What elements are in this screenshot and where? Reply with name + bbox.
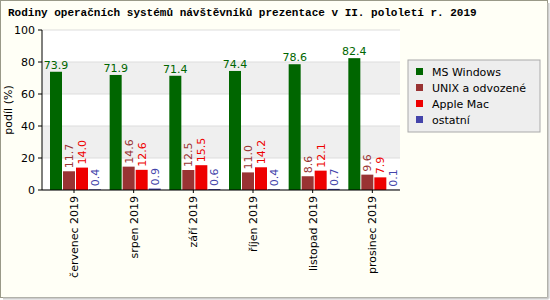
bar: [169, 76, 181, 190]
bar: [255, 167, 267, 190]
x-tick-label: srpen 2019: [128, 196, 141, 258]
data-label: 14.0: [76, 140, 89, 165]
bar: [136, 170, 148, 190]
data-label: 0.1: [387, 169, 400, 187]
bar: [361, 175, 373, 190]
bar: [50, 72, 62, 190]
data-label: 7.9: [374, 157, 387, 175]
shadow: [3, 298, 549, 300]
bar: [348, 58, 360, 190]
bar: [182, 170, 194, 190]
y-tick: [38, 94, 42, 95]
legend-label: MS Windows: [432, 66, 501, 79]
bar: [374, 177, 386, 190]
data-label: 0.9: [149, 168, 162, 186]
grid-line: [42, 94, 400, 95]
y-tick: [38, 158, 42, 159]
data-label: 14.2: [255, 140, 268, 165]
data-label: 73.9: [44, 59, 69, 72]
x-tick-label: září 2019: [187, 196, 200, 248]
grid-line: [42, 158, 400, 159]
data-label: 15.5: [195, 138, 208, 163]
bar: [289, 64, 301, 190]
chart: Rodiny operačních systémů návštěvníků pr…: [0, 0, 550, 300]
x-tick-label: říjen 2019: [247, 196, 260, 252]
bar: [63, 171, 75, 190]
legend-swatch: [416, 68, 423, 75]
data-label: 12.5: [182, 143, 195, 168]
data-label: 78.6: [282, 51, 307, 64]
grid-line: [42, 126, 400, 127]
data-labels: 73.911.714.00.471.914.612.60.971.412.515…: [44, 45, 401, 187]
data-label: 11.0: [242, 145, 255, 170]
grid-band: [42, 126, 400, 158]
data-label: 12.1: [315, 143, 328, 168]
x-axis: [42, 190, 400, 191]
y-tick-label: 60: [21, 88, 35, 101]
grid-band: [42, 62, 400, 94]
y-tick: [38, 190, 42, 191]
title: Rodiny operačních systémů návštěvníků pr…: [8, 7, 477, 19]
bar: [195, 165, 207, 190]
bar: [76, 168, 88, 190]
data-label: 0.7: [328, 168, 341, 186]
grid-line: [42, 62, 400, 63]
data-label: 12.6: [136, 142, 149, 167]
y-tick-label: 0: [28, 184, 35, 197]
data-label: 0.4: [268, 169, 281, 187]
x-tick-label: prosinec 2019: [366, 196, 379, 274]
data-label: 9.6: [361, 154, 374, 172]
bar: [242, 172, 254, 190]
y-tick-label: 100: [14, 24, 35, 37]
legend-swatch: [416, 100, 423, 107]
y-tick: [38, 62, 42, 63]
data-label: 11.7: [63, 144, 76, 169]
data-label: 82.4: [342, 45, 367, 58]
bar: [110, 75, 122, 190]
x-tick-label: červenec 2019: [68, 196, 81, 278]
grid-line: [42, 190, 400, 191]
bar: [302, 176, 314, 190]
legend-label: Apple Mac: [432, 98, 489, 111]
bar: [315, 171, 327, 190]
y-axis-label: podíl (%): [2, 85, 15, 134]
bar: [123, 167, 135, 190]
data-label: 71.4: [163, 63, 188, 76]
data-label: 0.6: [208, 169, 221, 187]
legend-label: UNIX a odvozené: [432, 82, 526, 95]
y-tick: [38, 126, 42, 127]
legend: [408, 60, 540, 132]
data-label: 74.4: [223, 58, 248, 71]
grid-line: [42, 30, 400, 31]
shadow: [548, 3, 550, 299]
legend-swatch: [416, 116, 423, 123]
legend-swatch: [416, 84, 423, 91]
data-label: 14.6: [123, 139, 136, 164]
data-label: 8.6: [302, 156, 315, 174]
y-tick-label: 40: [21, 120, 35, 133]
bars: [50, 58, 399, 190]
y-tick-label: 80: [21, 56, 35, 69]
legend-label: ostatní: [432, 114, 471, 127]
frame: [1, 1, 548, 298]
y-tick: [38, 30, 42, 31]
x-tick-label: listopad 2019: [307, 196, 320, 271]
y-tick-label: 20: [21, 152, 35, 165]
data-label: 0.4: [89, 169, 102, 187]
bar: [229, 71, 241, 190]
plot-area: [42, 30, 400, 190]
data-label: 71.9: [103, 62, 128, 75]
y-axis: [42, 30, 43, 190]
